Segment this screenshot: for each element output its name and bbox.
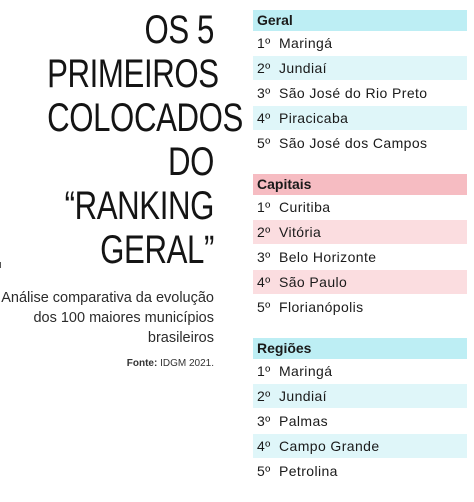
rank-number: 5º [257, 463, 271, 479]
city-name: São José dos Campos [279, 135, 428, 151]
block-header: Regiões [253, 338, 467, 359]
city-name: Jundiaí [279, 388, 327, 404]
ranking-block-geral: Geral 1º Maringá 2º Jundiaí 3º São José do … [253, 10, 467, 156]
ranking-row: 2º Jundiaí [253, 384, 467, 409]
title-line: DO “RANKING [64, 140, 215, 228]
rank-number: 2º [257, 388, 271, 404]
source-text: IDGM 2021. [160, 358, 214, 369]
ranking-row: 3º Belo Horizonte [253, 245, 467, 270]
rank-number: 3º [257, 85, 271, 101]
city-name: São José do Rio Preto [279, 85, 428, 101]
rank-number: 5º [257, 299, 271, 315]
city-name: Palmas [279, 413, 329, 429]
city-name: Belo Horizonte [279, 249, 377, 265]
block-header: Geral [253, 10, 467, 31]
city-name: Florianópolis [279, 299, 364, 315]
rank-number: 4º [257, 274, 271, 290]
ranking-row: 5º Florianópolis [253, 295, 467, 320]
city-name: Vitória [279, 224, 322, 240]
ranking-row: 3º Palmas [253, 409, 467, 434]
ranking-row: 2º Vitória [253, 220, 467, 245]
subtitle: Análise comparativa da evolução dos 100 … [1, 290, 214, 346]
rank-number: 1º [257, 35, 271, 51]
rank-number: 4º [257, 438, 271, 454]
ranking-row: 3º São José do Rio Preto [253, 81, 467, 106]
ranking-row: 5º São José dos Campos [253, 131, 467, 156]
city-name: Jundiaí [279, 60, 327, 76]
ranking-row: 5º Petrolina [253, 459, 467, 484]
rank-number: 3º [257, 249, 271, 265]
page-title: OS 5 PRIMEIROS COLOCADOS DO “RANKING GER… [47, 8, 243, 272]
edge-mark [0, 262, 1, 268]
rank-number: 2º [257, 224, 271, 240]
ranking-row: 1º Maringá [253, 359, 467, 384]
ranking-row: 1º Maringá [253, 31, 467, 56]
intro-column: OS 5 PRIMEIROS COLOCADOS DO “RANKING GER… [0, 8, 243, 369]
city-name: Maringá [279, 363, 333, 379]
city-name: Curitiba [279, 199, 331, 215]
ranking-block-regioes: Regiões 1º Maringá 2º Jundiaí 3º Palmas 4º C… [253, 338, 467, 484]
rank-number: 5º [257, 135, 271, 151]
city-name: Maringá [279, 35, 333, 51]
ranking-row: 1º Curitiba [253, 195, 467, 220]
ranking-row: 4º Piracicaba [253, 106, 467, 131]
rank-number: 2º [257, 60, 271, 76]
source-label: Fonte: [126, 358, 158, 369]
rank-number: 3º [257, 413, 271, 429]
ranking-row: 4º Campo Grande [253, 434, 467, 459]
ranking-row: 2º Jundiaí [253, 56, 467, 81]
rank-number: 1º [257, 363, 271, 379]
city-name: Campo Grande [279, 438, 380, 454]
title-line: GERAL” [100, 228, 214, 272]
ranking-block-capitais: Capitais 1º Curitiba 2º Vitória 3º Belo Hor… [253, 174, 467, 320]
rankings-column: Geral 1º Maringá 2º Jundiaí 3º São José do … [253, 10, 467, 502]
title-line: OS 5 PRIMEIROS [47, 8, 219, 96]
city-name: Petrolina [279, 463, 338, 479]
ranking-row: 4º São Paulo [253, 270, 467, 295]
block-header: Capitais [253, 174, 467, 195]
rank-number: 1º [257, 199, 271, 215]
source-note: Fonte: IDGM 2021. [0, 358, 214, 369]
title-line: COLOCADOS [47, 96, 243, 140]
city-name: Piracicaba [279, 110, 349, 126]
city-name: São Paulo [279, 274, 348, 290]
rank-number: 4º [257, 110, 271, 126]
